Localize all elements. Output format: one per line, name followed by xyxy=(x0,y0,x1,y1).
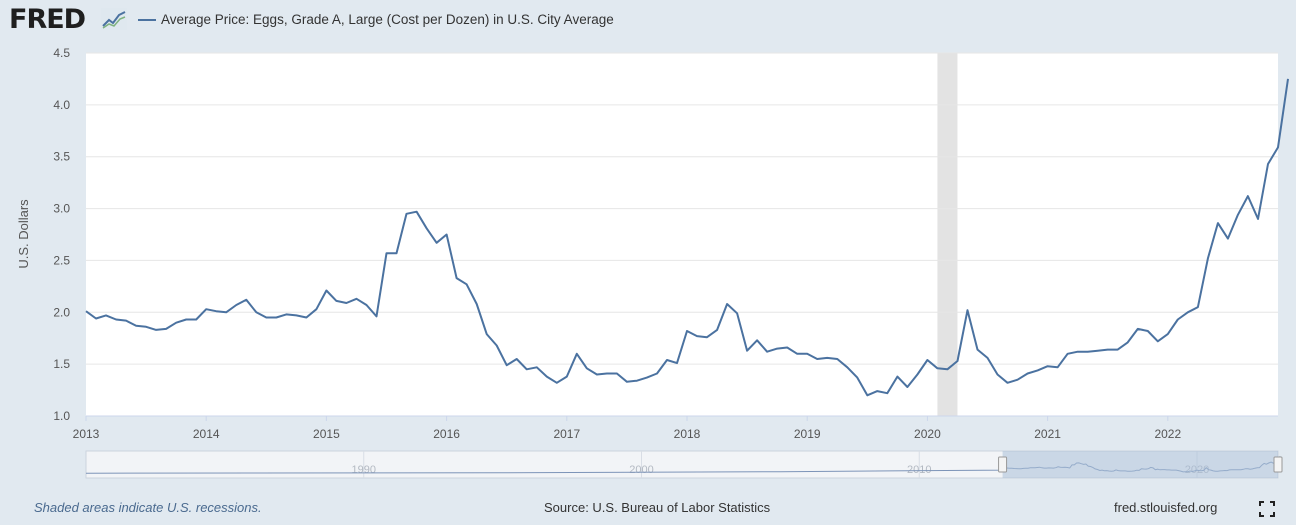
chart-header: FRED Average Price: Eggs, Grade A, Large… xyxy=(0,0,1296,40)
y-axis-label: U.S. Dollars xyxy=(16,199,31,269)
y-tick-label: 3.5 xyxy=(53,150,70,164)
navigator-year-label: 2010 xyxy=(907,464,931,476)
source-text: Source: U.S. Bureau of Labor Statistics xyxy=(544,500,771,515)
y-tick-label: 2.5 xyxy=(53,253,70,267)
y-tick-label: 4.5 xyxy=(53,46,70,60)
x-tick-label: 2017 xyxy=(553,427,580,441)
x-tick-label: 2020 xyxy=(914,427,941,441)
x-axis: 2013 2014 2015 2016 2017 2018 2019 2020 2021 2022 xyxy=(73,415,1278,441)
y-tick-label: 2.0 xyxy=(53,305,70,319)
site-link[interactable]: fred.stlouisfed.org xyxy=(1114,500,1218,515)
navigator-handle[interactable] xyxy=(998,456,1008,473)
y-tick-label: 1.0 xyxy=(53,409,70,423)
navigator-selection[interactable] xyxy=(1002,451,1278,478)
x-tick-label: 2013 xyxy=(73,427,100,441)
navigator-year-label: 2000 xyxy=(629,464,653,476)
x-tick-label: 2021 xyxy=(1034,427,1061,441)
recession-note: Shaded areas indicate U.S. recessions. xyxy=(34,500,262,515)
fullscreen-icon[interactable] xyxy=(1259,501,1275,517)
x-tick-label: 2015 xyxy=(313,427,340,441)
x-tick-label: 2016 xyxy=(433,427,460,441)
x-tick-label: 2019 xyxy=(794,427,821,441)
navigator-handle[interactable] xyxy=(1273,456,1283,473)
line-chart[interactable]: 1.01.52.02.53.03.54.04.5 2013 2014 2015 201… xyxy=(0,40,1296,495)
y-axis: 1.0 1.5 2.0 2.5 3.0 3.5 4.0 4.5 xyxy=(53,46,70,423)
recession-shading-layer xyxy=(937,53,958,416)
plot-area xyxy=(86,53,1278,416)
navigator-year-label: 1990 xyxy=(352,464,376,476)
series-line[interactable] xyxy=(85,78,1289,397)
line-graph-logo-icon xyxy=(101,8,127,30)
legend-series-label[interactable]: Average Price: Eggs, Grade A, Large (Cos… xyxy=(161,12,614,27)
y-tick-label: 1.5 xyxy=(53,357,70,371)
y-tick-label: 3.0 xyxy=(53,202,70,216)
legend-line-swatch xyxy=(138,19,156,21)
range-navigator[interactable]: 1990200020102020 xyxy=(85,450,1283,479)
y-tick-label: 4.0 xyxy=(53,98,70,112)
recession-band xyxy=(937,53,958,416)
x-tick-label: 2022 xyxy=(1154,427,1181,441)
x-tick-label: 2018 xyxy=(674,427,701,441)
x-tick-label: 2014 xyxy=(193,427,220,441)
fred-logo[interactable]: FRED xyxy=(9,4,86,35)
